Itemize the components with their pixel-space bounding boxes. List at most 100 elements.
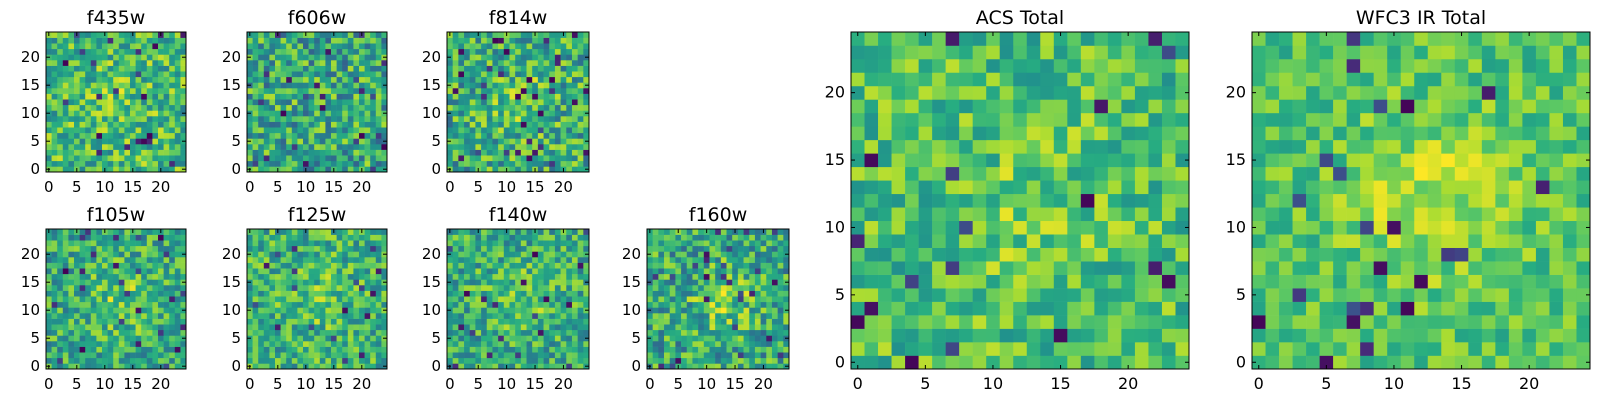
heatmap-cell <box>286 32 293 38</box>
heatmap-cell <box>715 234 722 241</box>
heatmap-cell <box>986 342 1001 356</box>
heatmap-cell <box>543 329 550 336</box>
heatmap-cell <box>102 43 108 50</box>
y-tick-label: 15 <box>622 273 641 291</box>
heatmap-cell <box>269 268 276 275</box>
heatmap-cell <box>90 138 97 145</box>
heatmap-cell <box>319 121 326 128</box>
heatmap-cell <box>124 257 131 263</box>
heatmap-cell <box>698 268 705 275</box>
heatmap-cell <box>51 110 58 117</box>
heatmap-cell <box>180 290 187 297</box>
heatmap-cell <box>554 357 561 364</box>
heatmap-cell <box>68 149 75 156</box>
heatmap-cell <box>532 318 539 325</box>
heatmap-cell <box>509 245 516 252</box>
heatmap-cell <box>515 279 522 286</box>
heatmap-cell <box>297 296 304 303</box>
heatmap-cell <box>891 355 906 370</box>
heatmap-cell <box>135 48 142 55</box>
heatmap-cell <box>180 121 187 128</box>
heatmap-cell <box>771 273 778 280</box>
heatmap-cell <box>520 285 527 291</box>
heatmap-cell <box>891 301 906 316</box>
heatmap-cell <box>46 268 52 275</box>
heatmap-cell <box>74 307 80 314</box>
heatmap-cell <box>68 110 75 117</box>
heatmap-cell <box>263 240 270 247</box>
heatmap-cell <box>754 324 761 331</box>
heatmap-cell <box>163 65 170 72</box>
heatmap-cell <box>303 301 309 308</box>
heatmap-cell <box>247 116 253 122</box>
heatmap-cell <box>342 54 349 61</box>
heatmap-cell <box>577 329 584 336</box>
heatmap-cell <box>658 257 665 263</box>
heatmap-cell <box>864 288 879 302</box>
heatmap-cell <box>286 357 293 364</box>
heatmap-cell <box>749 290 756 297</box>
heatmap-cell <box>252 290 259 297</box>
heatmap-cell <box>549 313 556 319</box>
heatmap-cell <box>68 301 75 308</box>
heatmap-cell <box>375 144 382 150</box>
heatmap-cell <box>180 60 187 66</box>
heatmap-cell <box>90 273 97 280</box>
heatmap-cell <box>85 121 92 128</box>
heatmap-cell <box>715 341 722 347</box>
heatmap-cell <box>560 88 567 94</box>
heatmap-cell <box>777 279 784 286</box>
heatmap-cell <box>754 341 761 347</box>
heatmap-cell <box>319 335 326 342</box>
heatmap-cell <box>68 54 75 61</box>
heatmap-cell <box>158 301 164 308</box>
heatmap-cell <box>577 99 584 106</box>
heatmap-cell <box>68 160 75 167</box>
heatmap-cell <box>509 60 516 66</box>
heatmap-cell <box>1040 166 1055 181</box>
heatmap-cell <box>577 43 584 50</box>
heatmap-cell <box>549 307 556 314</box>
heatmap-cell <box>498 43 505 50</box>
heatmap-cell <box>102 301 108 308</box>
heatmap-cell <box>146 144 153 150</box>
heatmap-cell <box>543 32 550 38</box>
heatmap-cell <box>124 341 131 347</box>
heatmap-cell <box>325 37 332 44</box>
heatmap-cell <box>180 43 187 50</box>
heatmap-cell <box>113 262 120 269</box>
heatmap-cell <box>130 240 136 247</box>
heatmap-cell <box>452 138 459 145</box>
heatmap-cell <box>515 324 522 331</box>
heatmap-cell <box>102 104 108 111</box>
heatmap-cell <box>760 335 767 342</box>
heatmap-cell <box>1134 247 1149 262</box>
heatmap-cell <box>247 93 253 100</box>
heatmap-cell <box>698 352 705 359</box>
heatmap-cell <box>675 313 682 319</box>
heatmap-cell <box>560 144 567 150</box>
heatmap-cell <box>583 144 590 150</box>
heatmap-cell <box>247 240 253 247</box>
panel-title: f105w <box>87 204 146 226</box>
heatmap-cell <box>308 301 315 308</box>
heatmap-cell <box>263 229 270 235</box>
heatmap-cell <box>452 88 459 94</box>
heatmap-cell <box>486 121 493 128</box>
heatmap-cell <box>464 251 471 258</box>
heatmap-cell <box>325 245 332 252</box>
heatmap-cell <box>342 268 349 275</box>
heatmap-cell <box>777 363 784 370</box>
heatmap-cell <box>509 352 516 359</box>
heatmap-cell <box>46 290 52 297</box>
heatmap-cell <box>509 132 516 139</box>
heatmap-cell <box>566 121 573 128</box>
heatmap-cell <box>1053 328 1068 343</box>
heatmap-cell <box>308 240 315 247</box>
heatmap-cell <box>375 32 382 38</box>
heatmap-cell <box>766 341 773 347</box>
heatmap-cell <box>537 76 544 83</box>
heatmap-cell <box>46 37 52 44</box>
heatmap-cell <box>347 138 354 145</box>
heatmap-cell <box>532 290 539 297</box>
